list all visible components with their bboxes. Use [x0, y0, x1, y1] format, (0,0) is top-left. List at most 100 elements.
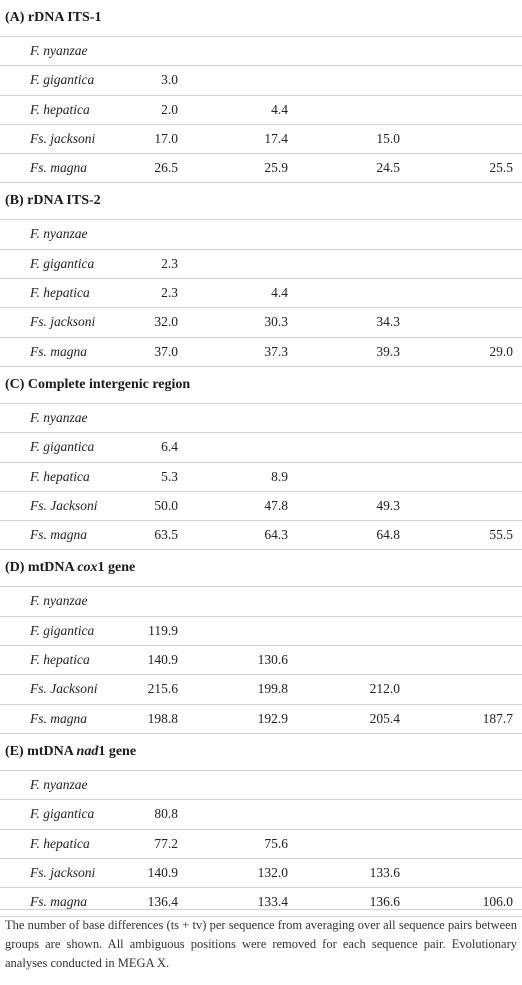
section-title-part: (E) mtDNA	[5, 743, 77, 759]
distance-value: 4.4	[271, 101, 288, 117]
distance-value: 75.6	[264, 835, 288, 851]
species-name: Fs. jacksoni	[30, 314, 96, 330]
distance-value: 133.6	[369, 864, 400, 880]
table-row: F. hepatica 140.9 130.6	[0, 646, 522, 676]
distance-value: 34.3	[376, 314, 400, 330]
distance-value: 2.3	[161, 255, 178, 271]
distance-value: 32.0	[154, 314, 178, 330]
section-title: (D) mtDNA cox1 gene	[0, 550, 522, 588]
distance-value: 4.4	[271, 285, 288, 301]
species-name: Fs. magna	[30, 343, 87, 359]
section-title-part: 1 gene	[97, 560, 136, 576]
table-row: F. nyanzae	[0, 404, 522, 434]
species-name: F. nyanzae	[30, 226, 88, 242]
distance-value: 8.9	[271, 468, 288, 484]
species-name: F. nyanzae	[30, 43, 88, 58]
table-row: Fs. jacksoni 17.0 17.4 15.0	[0, 125, 522, 155]
distance-value: 24.5	[376, 160, 400, 176]
table-row: F. hepatica 5.3 8.9	[0, 463, 522, 492]
species-name: F. gigantica	[30, 806, 95, 822]
distance-value: 63.5	[154, 527, 178, 543]
table-row: Fs. magna 198.8 192.9 205.4 187.7	[0, 705, 522, 734]
distance-value: 187.7	[482, 710, 513, 726]
table-row: F. nyanzae	[0, 587, 522, 617]
distance-value: 205.4	[369, 710, 400, 726]
distance-value: 47.8	[264, 497, 288, 513]
species-name: F. hepatica	[30, 101, 90, 117]
distance-value: 55.5	[489, 527, 513, 543]
distance-value: 37.3	[264, 343, 288, 359]
table-footnote: The number of base differences (ts + tv)…	[5, 918, 517, 970]
distance-value: 212.0	[369, 681, 400, 697]
section-title: (C) Complete intergenic region	[0, 367, 522, 404]
table-row: F. hepatica 2.0 4.4	[0, 96, 522, 125]
distance-value: 39.3	[376, 343, 400, 359]
table-section: (D) mtDNA cox1 gene F. nyanzae F. gigantic…	[0, 550, 522, 734]
table-row: Fs. magna 136.4 133.4 136.6 106.0	[0, 888, 522, 918]
table-section: (C) Complete intergenic region F. nyanzae…	[0, 367, 522, 551]
species-name: Fs. Jacksoni	[30, 497, 98, 513]
distance-value: 50.0	[154, 497, 178, 513]
distance-value: 6.4	[161, 439, 178, 455]
table-row: F. gigantica 3.0	[0, 66, 522, 96]
species-name: Fs. jacksoni	[30, 864, 96, 880]
species-name: F. hepatica	[30, 285, 90, 301]
distance-value: 26.5	[154, 160, 178, 176]
distance-value: 136.4	[147, 894, 178, 910]
section-title: (E) mtDNA nad1 gene	[0, 734, 522, 771]
distance-value: 2.0	[161, 101, 178, 117]
distance-value: 215.6	[147, 681, 178, 697]
species-name: F. nyanzae	[30, 409, 88, 425]
distance-value: 25.9	[264, 160, 288, 176]
species-name: Fs. magna	[30, 710, 87, 726]
table-row: Fs. jacksoni 140.9 132.0 133.6	[0, 859, 522, 889]
distance-value: 192.9	[257, 710, 288, 726]
distance-value: 130.6	[257, 652, 288, 668]
distance-value: 199.8	[257, 681, 288, 697]
distance-value: 106.0	[482, 894, 513, 910]
distance-value: 37.0	[154, 343, 178, 359]
distance-value: 15.0	[376, 130, 400, 146]
distance-value: 64.3	[264, 527, 288, 543]
species-name: Fs. Jacksoni	[30, 681, 98, 697]
table-row: F. gigantica 2.3	[0, 250, 522, 280]
distance-value: 80.8	[154, 806, 178, 822]
section-title-part: cox	[77, 560, 98, 576]
table-row: Fs. magna 63.5 64.3 64.8 55.5	[0, 521, 522, 551]
table-row: Fs. magna 26.5 25.9 24.5 25.5	[0, 154, 522, 184]
table-row: F. gigantica 80.8	[0, 800, 522, 830]
distance-value: 119.9	[148, 622, 178, 638]
species-name: F. gigantica	[30, 255, 95, 271]
distance-value: 29.0	[489, 343, 513, 359]
species-name: F. nyanzae	[30, 593, 88, 609]
distance-value: 140.9	[147, 652, 178, 668]
species-name: F. hepatica	[30, 652, 90, 668]
distance-value: 140.9	[147, 864, 178, 880]
distance-value: 25.5	[489, 160, 513, 176]
table-row: F. nyanzae	[0, 220, 522, 250]
distance-value: 77.2	[154, 835, 178, 851]
table-row: F. gigantica 6.4	[0, 433, 522, 463]
footnote-divider	[0, 909, 522, 910]
distance-value: 5.3	[161, 468, 178, 484]
distance-value: 2.3	[161, 285, 178, 301]
distance-value: 49.3	[376, 497, 400, 513]
distance-value: 198.8	[147, 710, 178, 726]
table-row: Fs. jacksoni 32.0 30.3 34.3	[0, 308, 522, 338]
species-name: Fs. magna	[30, 894, 87, 910]
distance-value: 17.4	[264, 130, 288, 146]
distance-table: (A) rDNA ITS-1 F. nyanzae F. gigantica 3.0 F…	[0, 10, 522, 918]
distance-value: 17.0	[154, 130, 178, 146]
section-title-part: (D) mtDNA	[5, 560, 78, 576]
species-name: F. nyanzae	[30, 776, 88, 792]
section-title-part: (A) rDNA ITS-1	[5, 10, 102, 25]
section-title-part: 1 gene	[98, 743, 137, 759]
table-row: F. nyanzae	[0, 37, 522, 67]
table-section: (E) mtDNA nad1 gene F. nyanzae F. gigantic…	[0, 734, 522, 918]
table-section: (B) rDNA ITS-2 F. nyanzae F. gigantica 2.3 F…	[0, 183, 522, 367]
section-title: (B) rDNA ITS-2	[0, 183, 522, 221]
distance-value: 3.0	[161, 72, 178, 88]
distance-value: 132.0	[257, 864, 288, 880]
species-name: F. gigantica	[30, 622, 95, 638]
distance-value: 133.4	[257, 894, 288, 910]
